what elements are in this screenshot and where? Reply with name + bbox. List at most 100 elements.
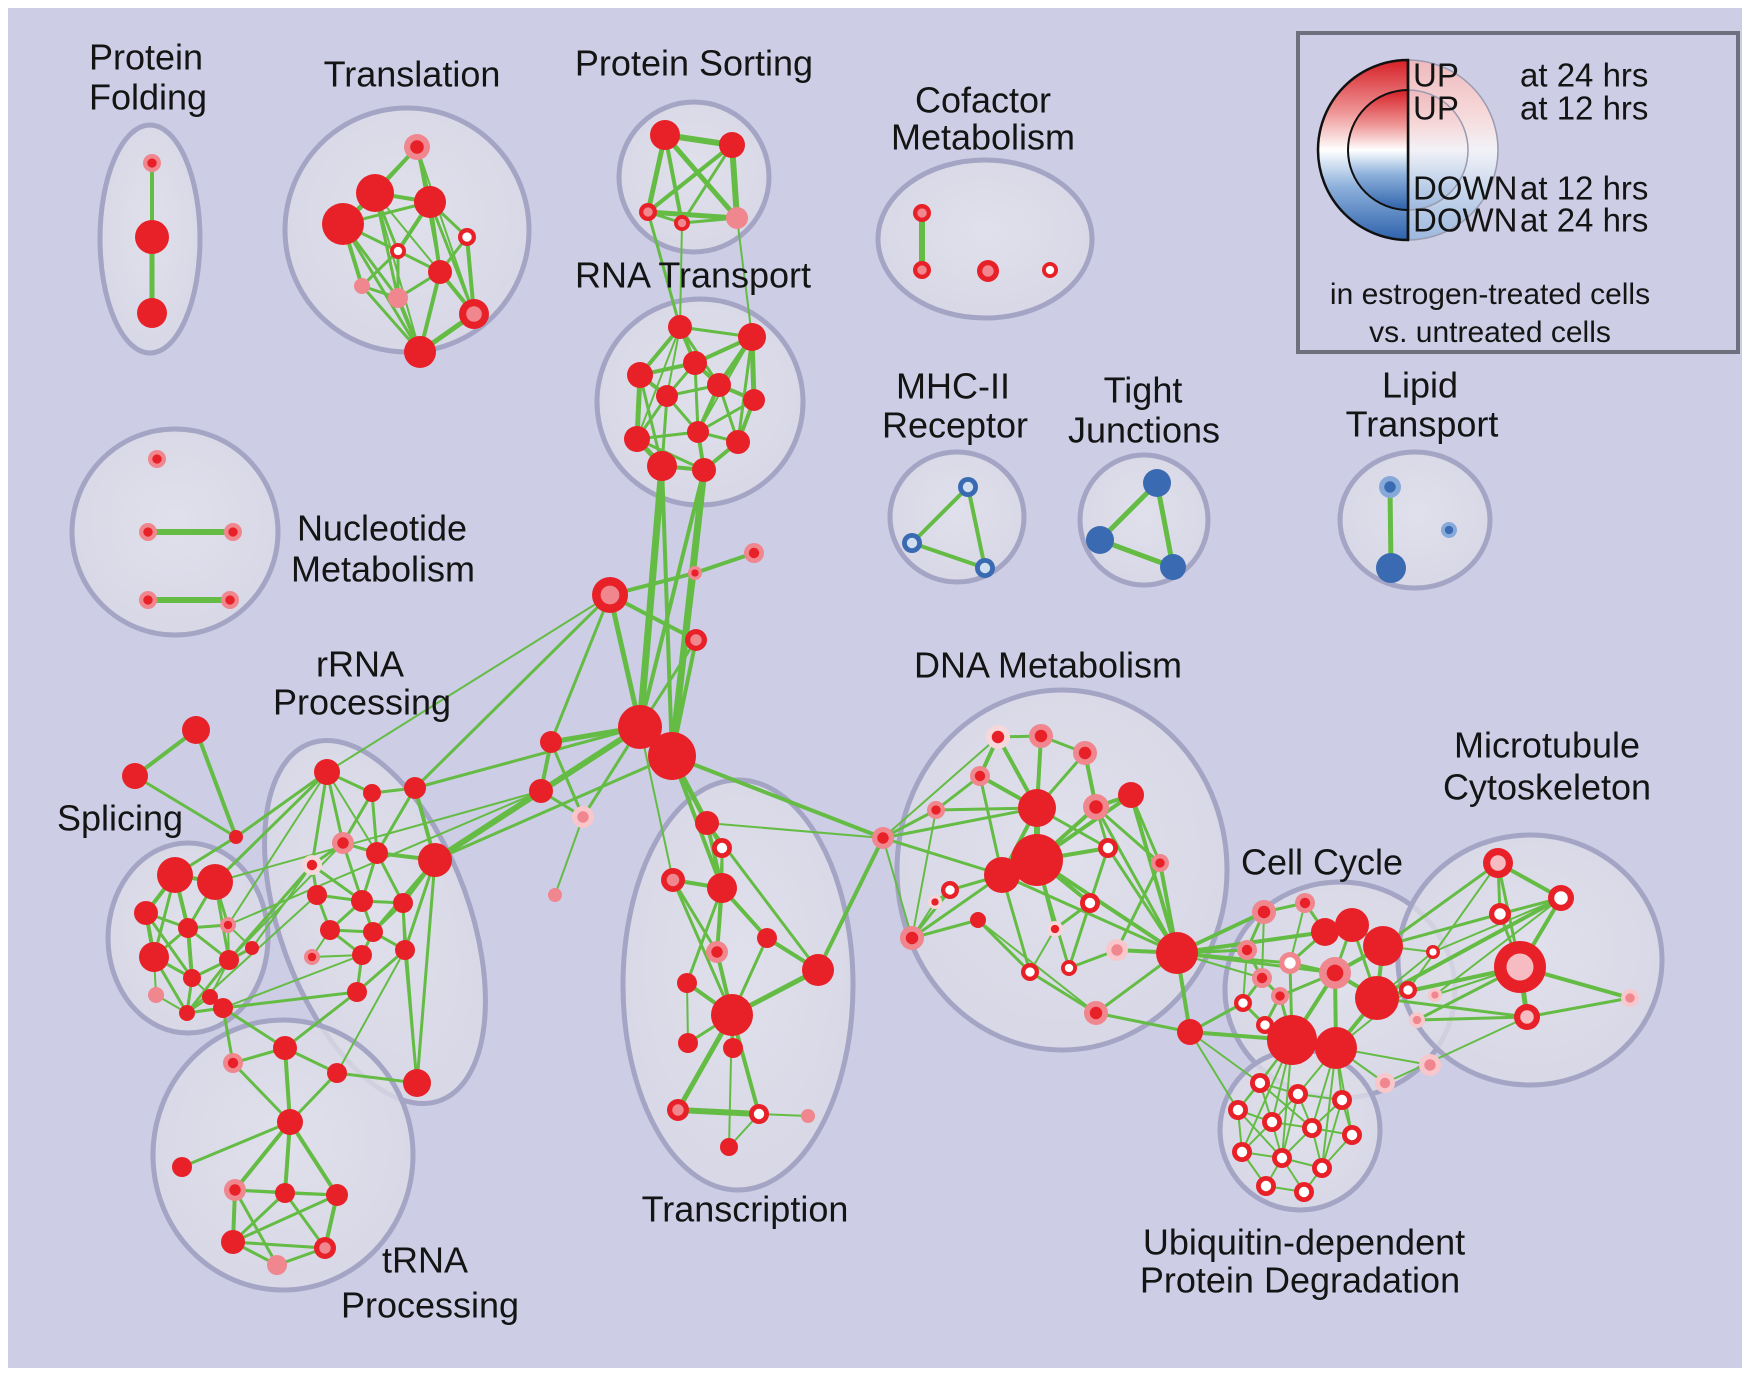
gene-node [1312,1158,1332,1178]
network-edge [415,858,437,1085]
node-outer-ring [134,901,158,925]
node-inner-core [225,595,235,605]
gene-node [749,1104,769,1124]
network-edge [1035,858,1179,955]
node-inner-core [982,265,994,277]
network-edge [231,1061,292,1124]
gene-node [1363,926,1403,966]
node-inner-core [991,730,1005,744]
gene-node [277,1109,303,1135]
gene-node [148,450,166,468]
gene-node [1514,1004,1540,1030]
gene-node [1267,1015,1317,1065]
gene-node [1621,989,1639,1007]
node-inner-core [1316,1162,1328,1174]
network-edge [336,949,406,1074]
node-inner-core [1236,1146,1248,1158]
node-outer-ring [404,336,436,368]
gene-node [1083,794,1109,820]
gene-node [356,174,394,212]
node-inner-core [229,1184,241,1196]
gene-node [1086,526,1114,554]
gene-node [706,941,728,963]
gene-node [322,203,364,245]
gene-node [743,389,765,411]
node-outer-ring [352,945,372,965]
node-outer-ring [1018,789,1056,827]
gene-node [975,558,995,578]
node-outer-ring [172,1157,192,1177]
gene-node [707,373,731,397]
node-inner-core [307,952,317,962]
network-edge [402,902,418,1084]
gene-node [245,941,259,955]
node-inner-core [143,527,153,537]
gene-node [275,1183,295,1203]
node-outer-ring [157,857,193,893]
gene-node [351,890,373,912]
gene-node [1252,900,1276,924]
network-edge [1189,1031,1239,1111]
node-outer-ring [327,1063,347,1083]
gene-node [304,949,320,965]
gene-node [1262,1112,1282,1132]
node-inner-core [1034,729,1048,743]
gene-node [1177,1019,1203,1045]
node-inner-core [917,265,927,275]
cluster-label-cofactor-metabolism: Cofactor [915,80,1051,121]
node-outer-ring [984,857,1020,893]
gene-node [1018,789,1056,827]
gene-node [1118,782,1144,808]
gene-node [314,1237,336,1259]
gene-node [354,278,370,294]
cluster-label-rrna-processing: rRNA [316,644,404,685]
network-edge [645,209,740,221]
node-inner-core [143,595,153,605]
node-inner-core [1155,858,1165,868]
node-outer-ring [356,174,394,212]
network-edge [736,217,753,338]
node-outer-ring [738,323,766,351]
legend-time-0: at 24 hrs [1520,57,1648,94]
cluster-label-protein-folding: Protein [89,37,203,78]
gene-node [1295,893,1315,913]
node-outer-ring [366,842,388,864]
legend-time-1: at 12 hrs [1520,90,1648,127]
gene-node [685,629,707,651]
node-inner-core [1431,991,1439,999]
network-edge [662,132,740,221]
legend-direction-0: UP [1413,57,1459,94]
node-outer-ring [650,120,680,150]
node-inner-core [1444,525,1454,535]
node-outer-ring [1315,1027,1357,1069]
network-edge [670,754,885,840]
node-inner-core [1111,944,1123,956]
network-edge [360,249,400,288]
node-outer-ring [347,982,367,1002]
node-inner-core [962,481,974,493]
network-edge [1384,1016,1528,1084]
gene-node [388,288,408,308]
gene-node [720,1138,738,1156]
gene-node [302,855,322,875]
node-inner-core [1336,1094,1348,1106]
gene-node [1151,854,1169,872]
node-inner-core [931,898,939,906]
node-outer-ring [202,989,218,1005]
gene-node [1272,1148,1292,1168]
gene-node [624,426,650,452]
network-edge [636,326,681,440]
node-outer-ring [403,1069,431,1097]
gene-node [1379,476,1401,498]
node-outer-ring [137,298,167,328]
network-edge [233,1188,279,1267]
node-outer-ring [624,426,650,452]
node-inner-core [147,158,157,168]
node-outer-ring [139,942,169,972]
gene-node [418,843,452,877]
gene-node [618,705,662,749]
node-inner-core [1403,985,1413,995]
node-inner-core [1429,948,1437,956]
gene-node [219,950,239,970]
node-outer-ring [393,893,413,913]
